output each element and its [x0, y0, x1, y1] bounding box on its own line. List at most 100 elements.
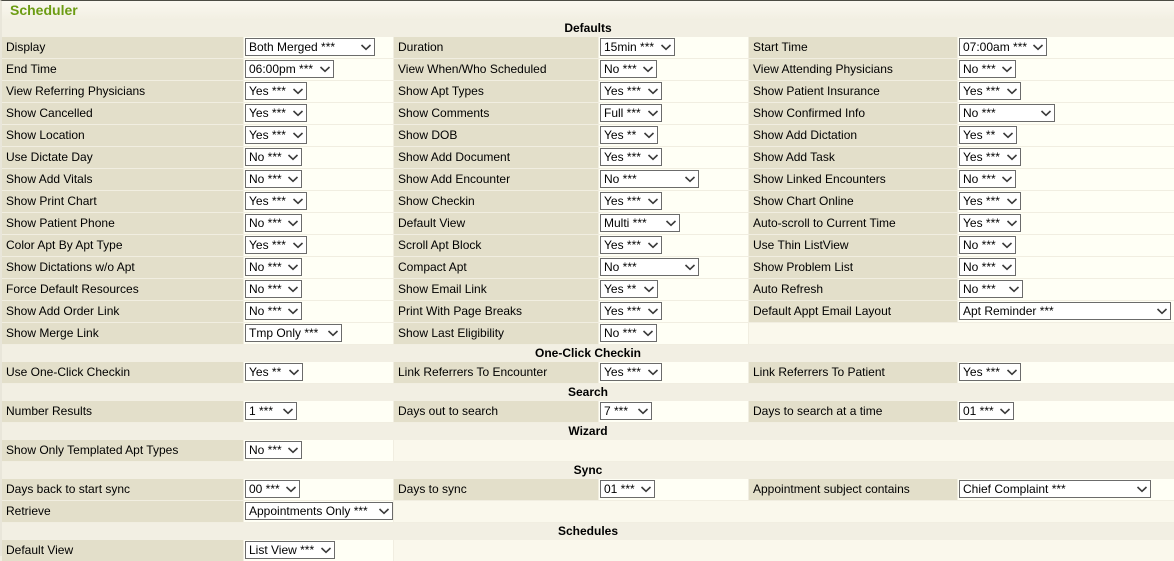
section-header-search: Search	[2, 384, 1174, 401]
select-show-add-dictation[interactable]: Yes **	[959, 126, 1017, 144]
field-label-days-to-search-at-a-time: Days to search at a time	[749, 401, 957, 422]
selected-option-text: Apt Reminder ***	[963, 304, 1054, 318]
field-value-cell: Yes ***	[244, 81, 393, 102]
field-value-cell: No ***	[958, 279, 1174, 300]
select-show-print-chart[interactable]: Yes ***	[245, 192, 307, 210]
chevron-down-icon	[684, 175, 696, 183]
selected-option-text: Multi ***	[604, 216, 647, 230]
select-auto-scroll-to-current-time[interactable]: Yes ***	[959, 214, 1021, 232]
field-value-cell: No ***	[244, 169, 393, 190]
chevron-down-icon	[647, 109, 659, 117]
select-show-last-eligibility[interactable]: No ***	[600, 324, 657, 342]
select-show-email-link[interactable]: Yes **	[600, 280, 658, 298]
select-use-thin-listview[interactable]: No ***	[959, 236, 1016, 254]
select-number-results[interactable]: 1 ***	[245, 402, 297, 420]
selected-option-text: No ***	[604, 260, 637, 274]
select-view-attending-physicians[interactable]: No ***	[959, 60, 1016, 78]
select-default-appt-email-layout[interactable]: Apt Reminder ***	[959, 302, 1171, 320]
field-label-show-checkin: Show Checkin	[394, 191, 598, 212]
select-link-referrers-to-patient[interactable]: Yes ***	[959, 363, 1021, 381]
select-default-view[interactable]: Multi ***	[600, 214, 680, 232]
chevron-down-icon	[642, 329, 654, 337]
selected-option-text: No ***	[249, 216, 282, 230]
field-label-link-referrers-to-encounter: Link Referrers To Encounter	[394, 362, 598, 383]
select-show-add-encounter[interactable]: No ***	[600, 170, 699, 188]
selected-option-text: Yes ***	[604, 84, 641, 98]
chevron-down-icon	[1006, 197, 1018, 205]
field-label-show-print-chart: Show Print Chart	[2, 191, 243, 212]
select-days-back-to-start-sync[interactable]: 00 ***	[245, 480, 300, 498]
field-value-cell: No ***	[599, 323, 748, 344]
section-rows-schedules: Default View List View ***	[2, 540, 1174, 561]
field-label-show-chart-online: Show Chart Online	[749, 191, 957, 212]
field-value-cell: Yes ***	[244, 235, 393, 256]
select-show-checkin[interactable]: Yes ***	[600, 192, 662, 210]
selected-option-text: 1 ***	[249, 404, 274, 418]
select-start-time[interactable]: 07:00am ***	[959, 38, 1047, 56]
settings-row: Number Results 1 *** Days out to search 7 *…	[2, 401, 1174, 422]
select-show-only-templated-apt-types[interactable]: No ***	[245, 441, 302, 459]
select-compact-apt[interactable]: No ***	[600, 258, 699, 276]
select-show-linked-encounters[interactable]: No ***	[959, 170, 1016, 188]
chevron-down-icon	[1001, 65, 1013, 73]
selected-option-text: Yes ***	[249, 106, 286, 120]
select-link-referrers-to-encounter[interactable]: Yes ***	[600, 363, 662, 381]
field-value-cell: Appointments Only ***	[244, 501, 393, 522]
select-display[interactable]: Both Merged ***	[245, 38, 375, 56]
chevron-down-icon	[1002, 131, 1014, 139]
chevron-down-icon	[647, 307, 659, 315]
select-scroll-apt-block[interactable]: Yes ***	[600, 236, 662, 254]
select-show-merge-link[interactable]: Tmp Only ***	[245, 324, 342, 342]
section-rows-one-click-checkin: Use One-Click Checkin Yes ** Link Referrer…	[2, 362, 1174, 383]
select-show-problem-list[interactable]: No ***	[959, 258, 1016, 276]
select-show-cancelled[interactable]: Yes ***	[245, 104, 307, 122]
select-show-confirmed-info[interactable]: No ***	[959, 104, 1055, 122]
select-show-add-vitals[interactable]: No ***	[245, 170, 302, 188]
select-appointment-subject-contains[interactable]: Chief Complaint ***	[959, 480, 1151, 498]
selected-option-text: Yes ***	[249, 128, 286, 142]
field-label-show-patient-phone: Show Patient Phone	[2, 213, 243, 234]
select-days-to-search-at-a-time[interactable]: 01 ***	[959, 402, 1014, 420]
chevron-down-icon	[660, 43, 672, 51]
select-days-out-to-search[interactable]: 7 ***	[600, 402, 652, 420]
select-view-referring-physicians[interactable]: Yes ***	[245, 82, 307, 100]
field-label-show-patient-insurance: Show Patient Insurance	[749, 81, 957, 102]
select-show-dictations-w-o-apt[interactable]: No ***	[245, 258, 302, 276]
field-label-use-dictate-day: Use Dictate Day	[2, 147, 243, 168]
select-days-to-sync[interactable]: 01 ***	[600, 480, 655, 498]
select-end-time[interactable]: 06:00pm ***	[245, 60, 334, 78]
select-print-with-page-breaks[interactable]: Yes ***	[600, 302, 662, 320]
select-force-default-resources[interactable]: No ***	[245, 280, 302, 298]
select-auto-refresh[interactable]: No ***	[959, 280, 1023, 298]
select-duration[interactable]: 15min ***	[600, 38, 675, 56]
field-value-cell: 01 ***	[958, 401, 1174, 422]
field-label-view-attending-physicians: View Attending Physicians	[749, 59, 957, 80]
selected-option-text: 06:00pm ***	[249, 62, 314, 76]
select-show-chart-online[interactable]: Yes ***	[959, 192, 1021, 210]
select-show-add-order-link[interactable]: No ***	[245, 302, 302, 320]
select-view-when-who-scheduled[interactable]: No ***	[600, 60, 657, 78]
select-use-one-click-checkin[interactable]: Yes **	[245, 363, 303, 381]
select-show-apt-types[interactable]: Yes ***	[600, 82, 662, 100]
select-show-patient-insurance[interactable]: Yes ***	[959, 82, 1021, 100]
chevron-down-icon	[647, 87, 659, 95]
select-show-add-task[interactable]: Yes ***	[959, 148, 1021, 166]
selected-option-text: Tmp Only ***	[249, 326, 319, 340]
select-retrieve[interactable]: Appointments Only ***	[245, 502, 393, 520]
select-default-view[interactable]: List View ***	[245, 541, 335, 559]
field-value-cell: Yes ***	[599, 362, 748, 383]
selected-option-text: Yes ***	[604, 150, 641, 164]
select-show-add-document[interactable]: Yes ***	[600, 148, 662, 166]
select-show-comments[interactable]: Full ***	[600, 104, 662, 122]
select-show-patient-phone[interactable]: No ***	[245, 214, 302, 232]
field-value-cell: Tmp Only ***	[244, 323, 393, 344]
settings-row: Retrieve Appointments Only ***	[2, 501, 1174, 522]
chevron-down-icon	[282, 407, 294, 415]
selected-option-text: Full ***	[604, 106, 641, 120]
select-use-dictate-day[interactable]: No ***	[245, 148, 302, 166]
select-show-dob[interactable]: Yes **	[600, 126, 658, 144]
select-show-location[interactable]: Yes ***	[245, 126, 307, 144]
select-color-apt-by-apt-type[interactable]: Yes ***	[245, 236, 307, 254]
field-label-auto-scroll-to-current-time: Auto-scroll to Current Time	[749, 213, 957, 234]
field-label-show-only-templated-apt-types: Show Only Templated Apt Types	[2, 440, 243, 461]
